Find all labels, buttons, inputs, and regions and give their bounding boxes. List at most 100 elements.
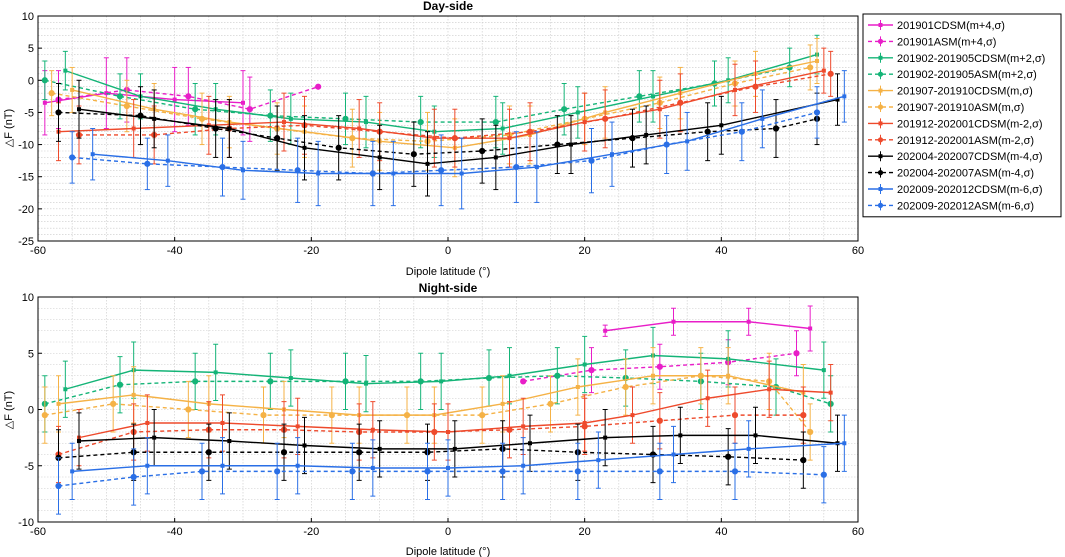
data-point [70, 469, 75, 474]
day-side-x-tick-label: -40 [167, 245, 183, 257]
series-202009-202012CDSM(m-6,σ) [90, 70, 847, 210]
data-point [294, 167, 301, 174]
data-point [364, 381, 368, 386]
data-point [644, 132, 649, 137]
legend-item: 202004-202007CDSM(m-4,σ) [868, 151, 1043, 163]
legend-label: 201907-201910ASM(m,σ) [897, 102, 1024, 114]
legend-item: 201912-202001ASM(m-2,σ) [868, 134, 1034, 147]
data-point [48, 90, 55, 97]
data-point [42, 100, 47, 105]
data-point [500, 126, 505, 131]
data-point [370, 427, 375, 432]
data-point [808, 326, 813, 331]
data-point [274, 468, 281, 475]
data-point [651, 373, 655, 378]
data-point [534, 165, 539, 170]
legend-box [862, 13, 1062, 218]
data-point [116, 381, 124, 388]
series-202004-202007ASM(m-4,σ) [55, 83, 821, 187]
series-line [79, 73, 831, 139]
data-point [815, 59, 819, 63]
data-point [582, 362, 587, 367]
data-point [295, 463, 300, 468]
data-point [603, 435, 608, 440]
data-point [288, 116, 293, 121]
data-point [69, 154, 76, 161]
data-point [725, 453, 732, 460]
data-point [192, 106, 199, 113]
series-line [78, 388, 831, 439]
data-point [521, 424, 526, 429]
data-point [521, 463, 526, 468]
night-side-y-tick-label: -10 [18, 517, 34, 529]
data-point [316, 171, 321, 176]
data-point [63, 387, 68, 392]
day-side-title: Day-side [423, 0, 473, 13]
data-point [813, 109, 821, 116]
legend-label: 202009-202012CDSM(m-6,σ) [897, 184, 1043, 196]
data-point [842, 94, 847, 99]
data-point [731, 468, 739, 475]
data-point [752, 83, 759, 90]
data-point [123, 102, 130, 110]
day-side-panel: Day-side Dipole latitude (°) △F (nT) -60… [3, 0, 864, 278]
night-side-y-tick-label: 0 [28, 405, 34, 417]
night-side-x-tick-label: 20 [579, 526, 591, 538]
legend-item: 201902-201905ASM(m+2,σ) [868, 69, 1037, 81]
data-point [282, 120, 286, 125]
data-point [145, 421, 150, 425]
data-point [369, 170, 376, 177]
data-point [767, 387, 772, 392]
data-point [588, 367, 595, 374]
data-point [828, 390, 833, 395]
data-point [403, 412, 411, 419]
day-side-y-tick-label: 5 [28, 43, 34, 55]
data-point [671, 319, 676, 324]
data-point [485, 374, 493, 382]
legend-label: 201912-202001ASM(m-2,σ) [897, 135, 1034, 147]
legend-item: 202004-202007ASM(m-4,σ) [868, 167, 1034, 180]
legend-marker [878, 187, 883, 191]
data-point [246, 106, 253, 113]
data-point [152, 435, 157, 440]
data-point [55, 482, 62, 490]
data-point [731, 412, 739, 419]
data-point [459, 171, 464, 176]
data-point [451, 135, 458, 142]
data-point [185, 93, 192, 100]
day-side-x-tick-label: -20 [303, 245, 319, 257]
data-point [295, 424, 300, 429]
data-point [77, 439, 81, 443]
night-side-x-tick-label: 40 [715, 526, 727, 538]
legend-label: 202004-202007CDSM(m-4,σ) [897, 151, 1043, 163]
data-point [431, 428, 438, 436]
day-side-x-tick-label: 40 [715, 245, 727, 257]
data-point [241, 100, 245, 105]
data-point [479, 412, 486, 419]
data-point [506, 426, 513, 433]
series-201902-201905CDSM(m+2,σ) [62, 326, 827, 418]
series-line [44, 375, 831, 405]
data-point [507, 136, 512, 141]
data-point [835, 97, 840, 102]
data-point [697, 372, 704, 379]
data-point [41, 77, 48, 84]
data-point [302, 443, 307, 448]
data-point [452, 446, 457, 451]
data-point [554, 372, 561, 379]
day-side-x-tick-label: -60 [30, 245, 46, 257]
data-point [185, 406, 192, 413]
data-point [821, 68, 826, 73]
series-line [58, 470, 824, 487]
legend-marker [877, 137, 884, 143]
legend-item: 201902-201905CDSM(m+2,σ) [868, 52, 1045, 65]
series-202009-202012ASM(m-6,σ) [69, 86, 821, 207]
data-point [657, 107, 662, 112]
data-point [165, 158, 170, 163]
data-point [172, 97, 177, 102]
data-point [704, 128, 711, 135]
data-point [349, 135, 356, 142]
night-side-x-tick-label: -60 [30, 526, 46, 538]
data-point [807, 64, 814, 71]
series-line [58, 86, 319, 110]
